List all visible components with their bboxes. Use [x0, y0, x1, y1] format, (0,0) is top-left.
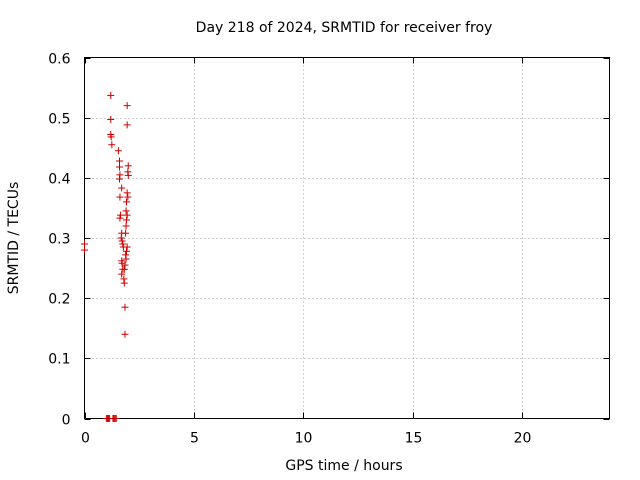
x-tick-labels: 0 5 10 15 20	[81, 431, 531, 447]
data-point	[117, 234, 125, 242]
y-tick-label: 0.2	[48, 292, 70, 308]
data-point	[118, 259, 126, 267]
data-point	[112, 415, 120, 422]
data-point	[123, 121, 131, 129]
y-tick-label: 0.3	[48, 232, 70, 248]
y-axis-label: SRMTID / TECUs	[6, 182, 22, 295]
y-tick-labels: 0 0.1 0.2 0.3 0.4 0.5 0.6	[48, 52, 70, 429]
data-points	[81, 91, 132, 422]
data-point	[123, 211, 131, 219]
data-point	[123, 189, 131, 197]
data-point	[122, 255, 130, 263]
x-tick-label: 20	[514, 431, 532, 447]
data-point	[121, 303, 129, 311]
data-point	[119, 240, 127, 248]
data-point	[107, 133, 115, 141]
y-tick-label: 0.1	[48, 352, 70, 368]
data-point	[124, 162, 132, 170]
data-point	[116, 163, 123, 171]
data-point	[118, 184, 126, 192]
data-point	[124, 171, 132, 179]
data-point	[81, 240, 88, 248]
plot-frame	[84, 57, 610, 419]
data-point	[107, 115, 115, 123]
data-point	[107, 91, 115, 99]
data-point	[120, 265, 128, 273]
data-point	[121, 330, 129, 338]
y-tick-label: 0.6	[48, 52, 70, 68]
data-point	[122, 222, 130, 230]
data-point	[108, 141, 116, 149]
data-point	[116, 175, 123, 183]
x-tick-label: 0	[81, 431, 90, 447]
data-point	[81, 246, 88, 254]
data-point	[124, 193, 132, 201]
data-point	[114, 147, 122, 155]
chart-title: Day 218 of 2024, SRMTID for receiver fro…	[196, 20, 493, 36]
data-point	[123, 216, 130, 224]
data-point	[116, 214, 124, 222]
data-point	[121, 261, 129, 269]
data-point	[123, 243, 131, 251]
data-point	[123, 247, 130, 255]
data-point	[118, 237, 126, 245]
data-point	[122, 207, 130, 215]
x-axis-label: GPS time / hours	[285, 458, 402, 474]
x-tick-label: 5	[190, 431, 199, 447]
grid	[84, 57, 610, 419]
data-point	[120, 279, 128, 287]
x-tick-label: 10	[295, 431, 313, 447]
y-tick-label: 0.4	[48, 172, 70, 188]
y-tick-label: 0.5	[48, 112, 70, 128]
axis-ticks	[84, 57, 610, 420]
data-point	[117, 211, 125, 219]
data-point	[116, 157, 123, 165]
data-point	[123, 102, 131, 110]
data-point	[122, 229, 130, 237]
x-tick-label: 15	[405, 431, 423, 447]
data-point	[116, 193, 124, 201]
data-point	[118, 270, 126, 278]
y-tick-label: 0	[62, 413, 71, 429]
data-point	[123, 198, 130, 206]
